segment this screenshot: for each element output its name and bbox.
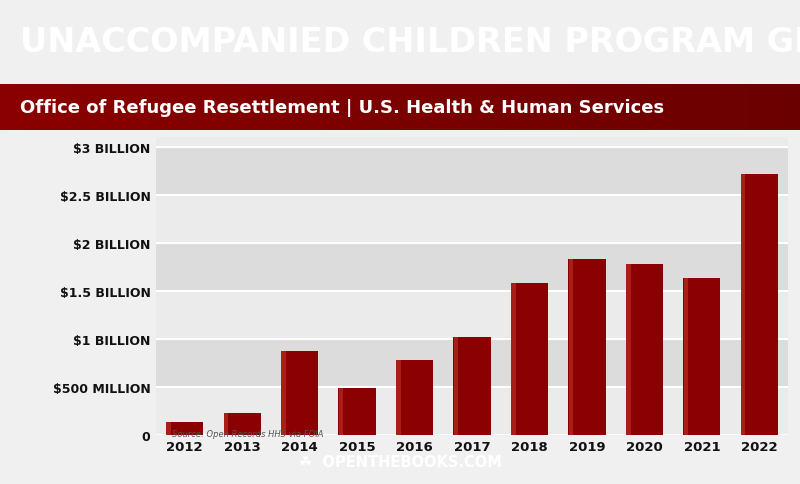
Bar xyxy=(454,337,490,435)
Bar xyxy=(338,389,343,435)
Bar xyxy=(156,387,788,435)
Text: UNACCOMPANIED CHILDREN PROGRAM GRANTS: UNACCOMPANIED CHILDREN PROGRAM GRANTS xyxy=(20,26,800,59)
Bar xyxy=(683,279,688,435)
Text: Source: Open Records HHS via FOIA: Source: Open Records HHS via FOIA xyxy=(172,429,323,438)
Bar xyxy=(568,259,606,435)
Bar xyxy=(223,413,261,435)
Bar xyxy=(166,422,171,435)
Text: ☘  OPENTHEBOOKS.COM: ☘ OPENTHEBOOKS.COM xyxy=(298,454,502,469)
Bar xyxy=(338,389,376,435)
Bar xyxy=(156,196,788,243)
Bar xyxy=(454,337,458,435)
Bar xyxy=(166,422,203,435)
Bar xyxy=(156,138,788,148)
Bar xyxy=(156,148,788,196)
Bar xyxy=(741,174,778,435)
Bar xyxy=(741,174,746,435)
Bar xyxy=(224,413,228,435)
Bar xyxy=(396,360,434,435)
Bar xyxy=(156,339,788,387)
Bar xyxy=(281,351,318,435)
Bar xyxy=(510,284,548,435)
Bar xyxy=(156,243,788,291)
Bar xyxy=(569,259,573,435)
Bar xyxy=(626,264,663,435)
Bar xyxy=(282,351,286,435)
Bar xyxy=(156,291,788,339)
Bar xyxy=(511,284,516,435)
Text: Office of Refugee Resettlement | U.S. Health & Human Services: Office of Refugee Resettlement | U.S. He… xyxy=(20,99,664,117)
Bar xyxy=(626,264,630,435)
Bar xyxy=(396,360,401,435)
Bar xyxy=(683,279,721,435)
